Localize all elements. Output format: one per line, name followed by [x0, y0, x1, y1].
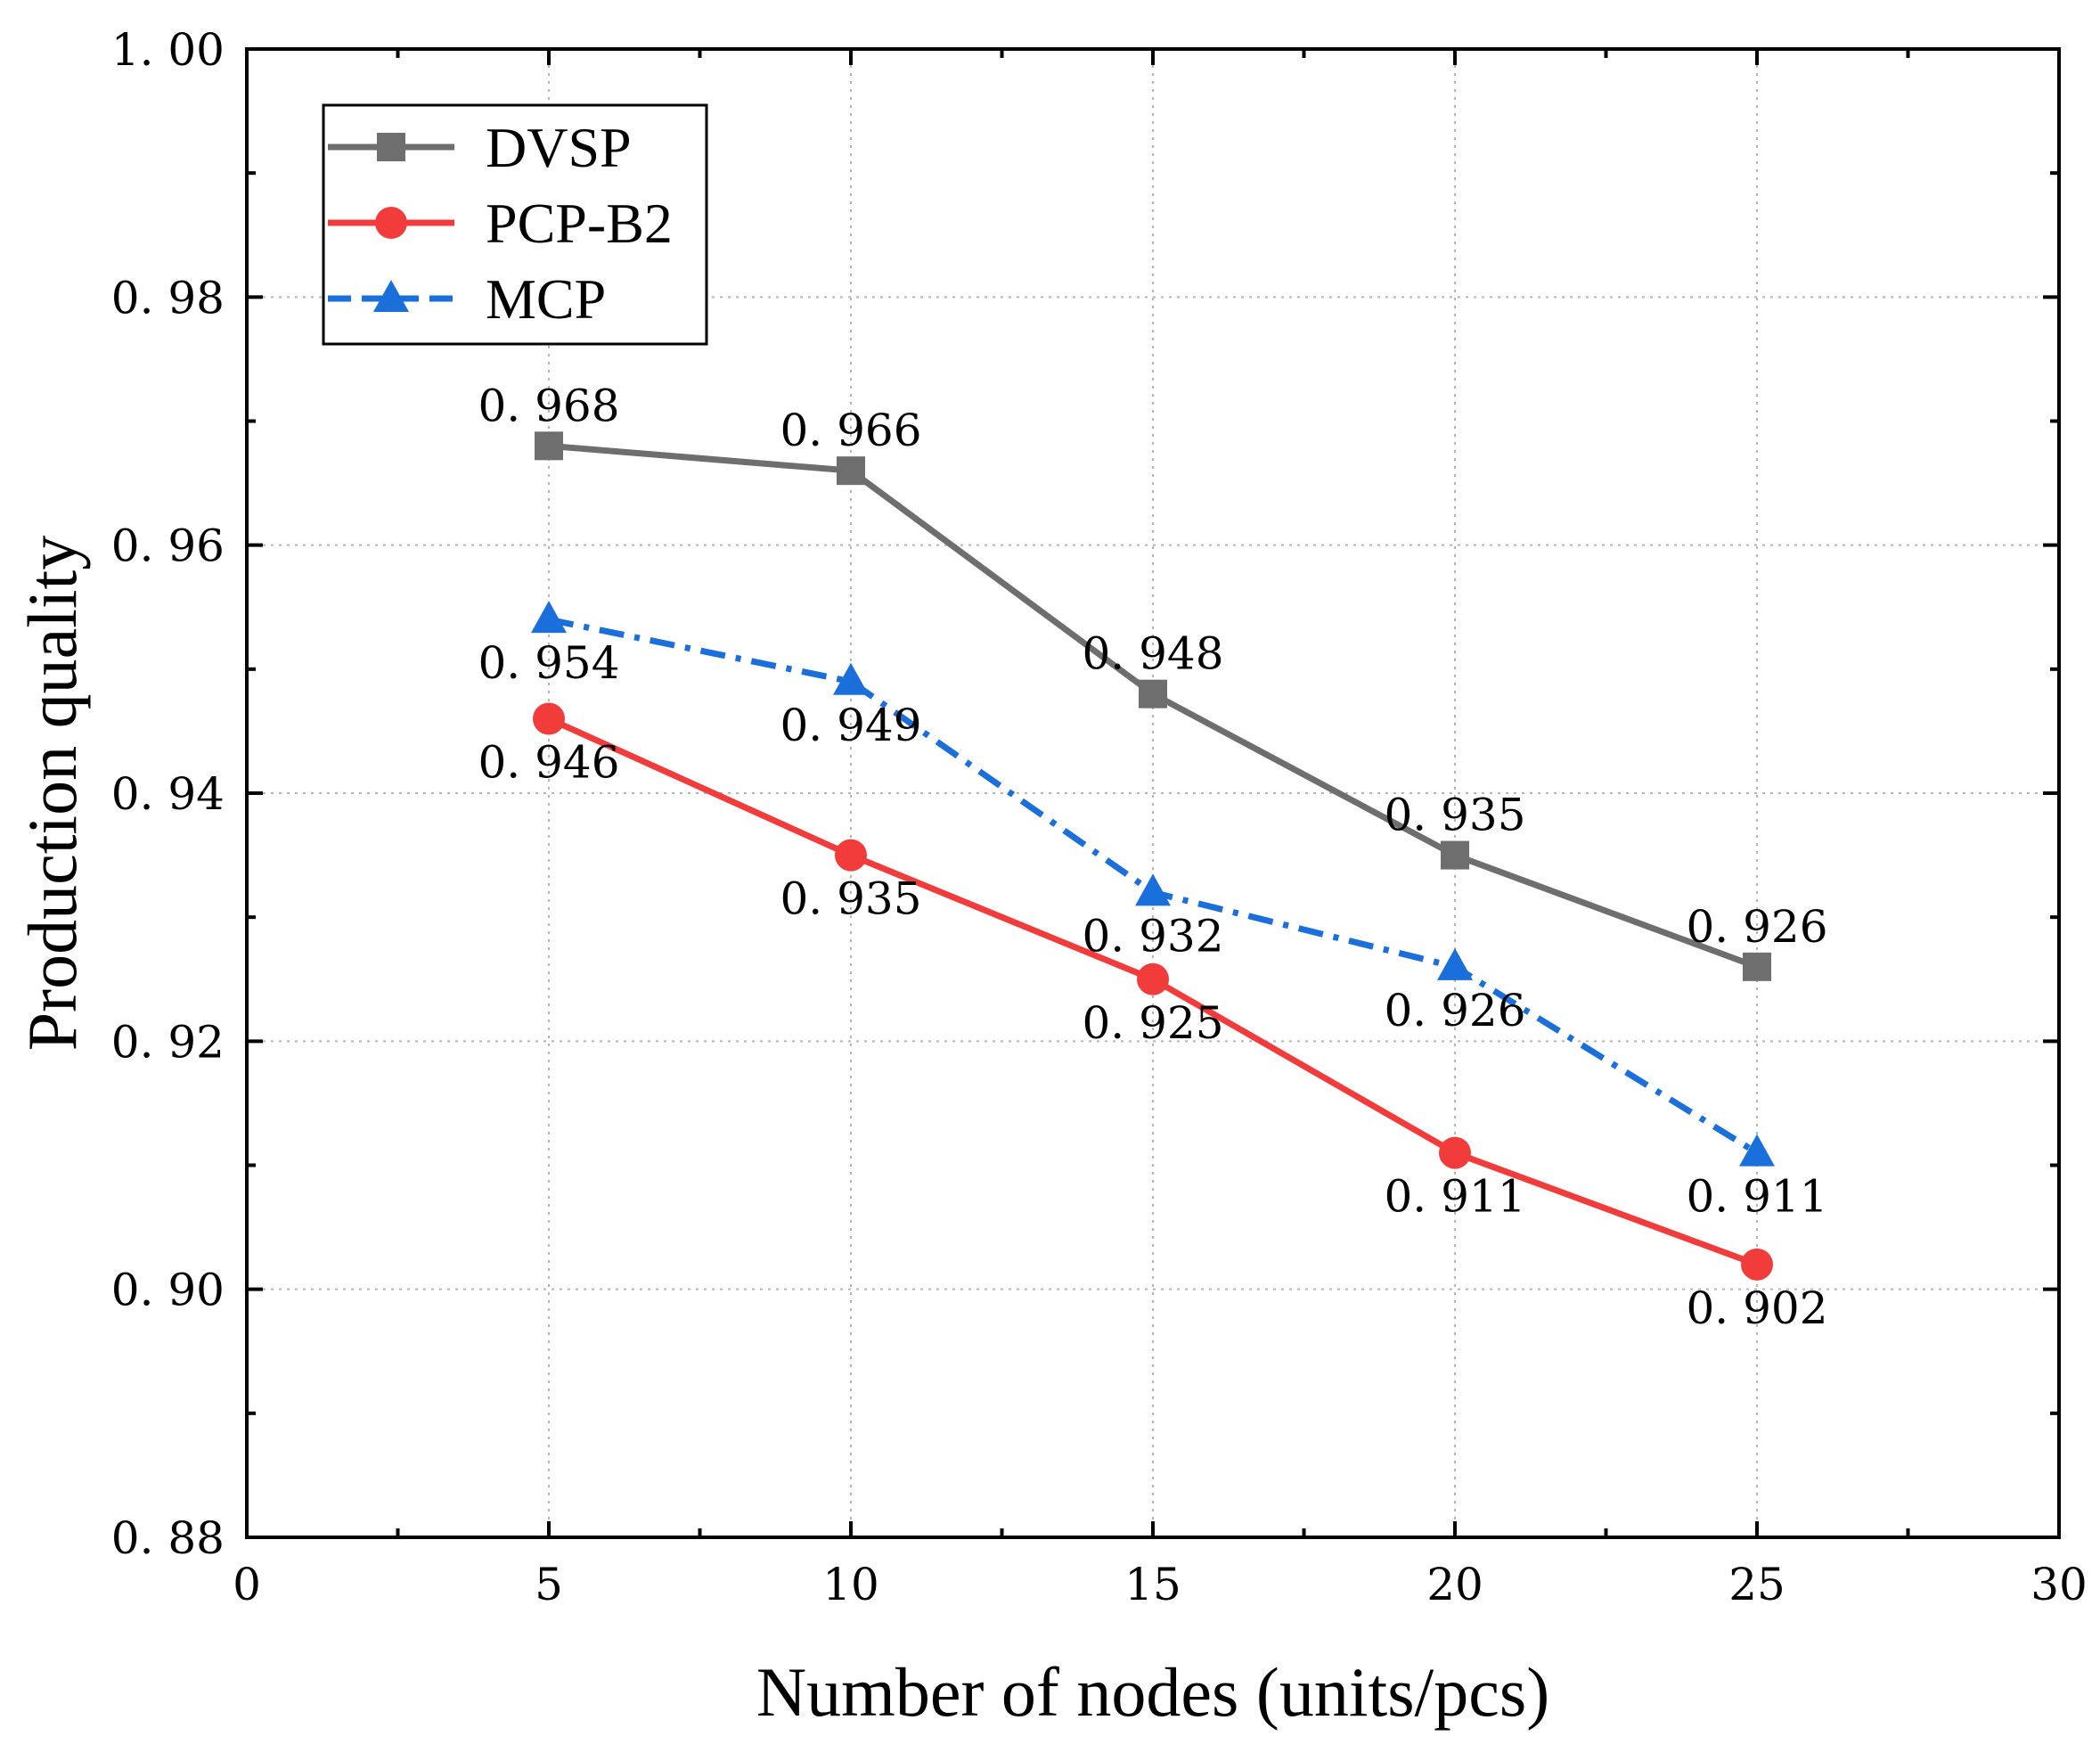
data-point-dvsp — [535, 431, 563, 461]
x-tick-label: 30 — [2031, 1559, 2088, 1610]
series-layer — [531, 431, 1775, 1281]
y-axis-title: Production quality — [13, 536, 91, 1051]
data-label-pcp-b2: 0. 935 — [780, 873, 921, 925]
data-label-mcp: 0. 949 — [780, 700, 921, 751]
data-label-pcp-b2: 0. 925 — [1082, 997, 1223, 1049]
data-point-dvsp — [837, 456, 865, 486]
data-label-mcp: 0. 926 — [1384, 985, 1525, 1036]
data-point-dvsp — [1743, 952, 1771, 981]
legend-label-mcp: MCP — [486, 267, 606, 331]
data-point-dvsp — [1139, 679, 1167, 708]
data-label-mcp: 0. 954 — [478, 637, 619, 689]
data-point-pcp-b2 — [1137, 962, 1169, 995]
data-label-mcp: 0. 932 — [1082, 910, 1223, 962]
data-label-dvsp: 0. 966 — [780, 405, 921, 456]
data-point-pcp-b2 — [533, 702, 565, 735]
data-point-mcp — [1437, 947, 1473, 980]
legend-label-dvsp: DVSP — [486, 116, 632, 179]
x-tick-label: 15 — [1124, 1559, 1181, 1610]
grid-layer — [247, 49, 2059, 1537]
legend-label-pcp-b2: PCP-B2 — [486, 192, 673, 255]
y-tick-label: 0. 88 — [111, 1512, 225, 1564]
data-label-dvsp: 0. 948 — [1082, 628, 1223, 680]
data-point-mcp — [1135, 873, 1171, 906]
x-tick-label: 5 — [535, 1559, 563, 1610]
data-label-layer: 0. 968 0. 966 0. 948 0. 935 0. 926 0. 946 0. 9… — [478, 380, 1827, 1334]
x-tick-label: 25 — [1728, 1559, 1785, 1610]
y-tick-label: 0. 92 — [111, 1016, 225, 1068]
data-label-pcp-b2: 0. 902 — [1686, 1282, 1827, 1334]
data-label-mcp: 0. 911 — [1686, 1171, 1827, 1223]
data-label-dvsp: 0. 968 — [478, 380, 619, 431]
legend-marker-dvsp — [377, 133, 405, 161]
x-tick-label: 20 — [1426, 1559, 1483, 1610]
data-point-pcp-b2 — [1741, 1248, 1773, 1281]
data-point-pcp-b2 — [835, 839, 867, 872]
x-tick-label: 0 — [233, 1559, 261, 1610]
data-label-dvsp: 0. 926 — [1686, 901, 1827, 953]
data-point-mcp — [531, 601, 567, 634]
y-tick-label: 0. 90 — [111, 1265, 225, 1316]
data-point-dvsp — [1441, 840, 1469, 870]
data-point-mcp — [833, 662, 869, 695]
data-label-pcp-b2: 0. 911 — [1384, 1171, 1525, 1223]
y-tick-label: 0. 96 — [111, 520, 225, 572]
y-tick-label: 0. 94 — [111, 768, 225, 820]
y-tick-label: 1. 00 — [111, 24, 225, 76]
x-tick-label: 10 — [822, 1559, 879, 1610]
data-label-pcp-b2: 0. 946 — [478, 737, 619, 789]
data-point-pcp-b2 — [1439, 1136, 1471, 1169]
data-point-mcp — [1739, 1134, 1775, 1167]
legend-entries: DVSP PCP-B2 MCP — [328, 116, 673, 331]
axis-layer: 0 5 10 15 20 25 30 0. 88 0. 90 0. 92 0. 94 0. 96 0. … — [111, 24, 2088, 1610]
legend: DVSP PCP-B2 MCP — [322, 103, 708, 346]
legend-marker-mcp — [373, 280, 409, 312]
legend-marker-pcp-b2 — [375, 207, 407, 239]
data-label-dvsp: 0. 935 — [1384, 790, 1525, 841]
y-tick-label: 0. 98 — [111, 272, 225, 324]
x-axis-title: Number of nodes (units/pcs) — [756, 1653, 1549, 1731]
